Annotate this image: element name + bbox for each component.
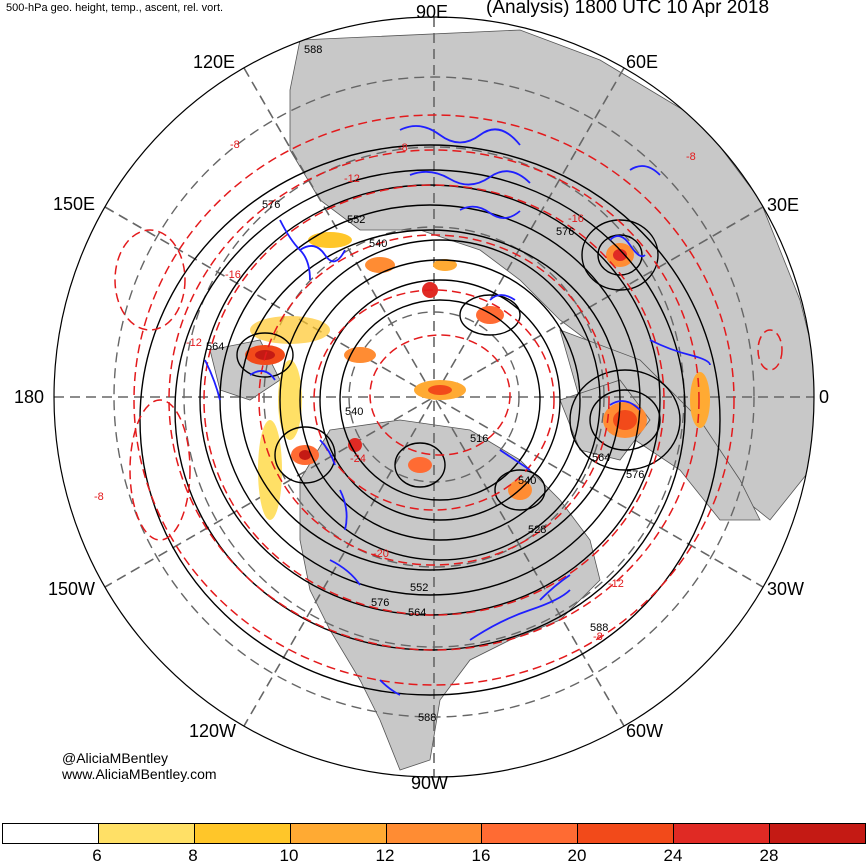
height-label: 540 — [369, 238, 387, 250]
colorbar-tick: 20 — [567, 846, 587, 865]
temperature-label: -8 — [94, 491, 104, 503]
colorbar-tick: 6 — [92, 846, 102, 865]
colorbar-tick: 8 — [188, 846, 198, 865]
height-label: 588 — [304, 44, 322, 56]
height-label: 576 — [556, 226, 574, 238]
temperature-label: -8 — [398, 142, 408, 154]
temperature-label: -24 — [350, 453, 366, 465]
temperature-label: -8 — [593, 631, 603, 643]
lon-label-90e: 90E — [416, 2, 449, 22]
temperature-label: -16 — [568, 213, 584, 225]
colorbar-segment — [3, 824, 99, 843]
colorbar-segment — [290, 824, 387, 843]
height-label: 564 — [206, 341, 224, 353]
colorbar-segment — [770, 824, 866, 843]
colorbar-segment — [482, 824, 579, 843]
height-label: 552 — [347, 214, 365, 226]
lon-label-120e: 120E — [193, 52, 236, 72]
temperature-contours — [114, 114, 783, 686]
credit-website: www.AliciaMBentley.com — [62, 766, 217, 782]
map-subtitle: 500-hPa geo. height, temp., ascent, rel.… — [6, 2, 224, 14]
colorbar-tick: 28 — [759, 846, 779, 865]
temperature-label: -8 — [686, 151, 696, 163]
height-label: 576 — [371, 597, 389, 609]
colorbar-segment — [578, 824, 675, 843]
map-title: (Analysis) 1800 UTC 10 Apr 2018 — [486, 0, 770, 18]
lon-label-90w: 90W — [411, 773, 449, 793]
ascent-contours — [204, 125, 711, 696]
colorbar-tick: 16 — [471, 846, 491, 865]
lon-label-120w: 120W — [189, 721, 237, 741]
lon-label-0: 0 — [819, 387, 830, 407]
temperature-label: -8 — [230, 139, 240, 151]
temperature-label: -12 — [186, 337, 202, 349]
colorbar-segment — [194, 824, 291, 843]
height-label: 540 — [345, 406, 363, 418]
height-label: 576 — [262, 199, 280, 211]
height-label: 588 — [418, 712, 436, 724]
colorbar-segment — [98, 824, 195, 843]
height-label: 540 — [518, 475, 536, 487]
height-label: 588 — [590, 622, 608, 634]
colorbar-tick: 12 — [375, 846, 395, 865]
colorbar-segment — [674, 824, 771, 843]
colorbar-tick: 10 — [279, 846, 299, 865]
lon-label-30w: 30W — [767, 579, 805, 599]
lon-label-30e: 30E — [767, 195, 800, 215]
height-label: 552 — [410, 582, 428, 594]
colorbar-segment — [386, 824, 483, 843]
temperature-label: -16 — [225, 269, 241, 281]
lon-label-60e: 60E — [626, 52, 659, 72]
height-label: 564 — [408, 607, 426, 619]
height-label: 564 — [592, 452, 610, 464]
height-label: 528 — [528, 524, 546, 536]
lon-label-180: 180 — [14, 387, 45, 407]
height-labels: 588 576 552 540 564 540 516 540 528 552 … — [206, 44, 644, 724]
height-label: 516 — [470, 433, 488, 445]
lon-label-60w: 60W — [626, 721, 664, 741]
credit-twitter: @AliciaMBentley — [62, 750, 169, 766]
temperature-label: -20 — [373, 548, 389, 560]
temperature-labels: -8 -8 -12 -16 -16 -12 -24 -20 -12 -8 -8 … — [94, 139, 696, 643]
temperature-label: -12 — [608, 578, 624, 590]
vorticity-shading — [245, 232, 710, 520]
map-disc: 588 576 552 540 564 540 516 540 528 552 … — [54, 17, 814, 777]
lon-label-150e: 150E — [53, 194, 96, 214]
colorbar — [2, 823, 866, 844]
colorbar-tick: 24 — [663, 846, 683, 865]
temperature-label: -12 — [344, 173, 360, 185]
lon-label-150w: 150W — [48, 579, 96, 599]
map-boundary — [53, 16, 815, 778]
height-label: 576 — [626, 469, 644, 481]
